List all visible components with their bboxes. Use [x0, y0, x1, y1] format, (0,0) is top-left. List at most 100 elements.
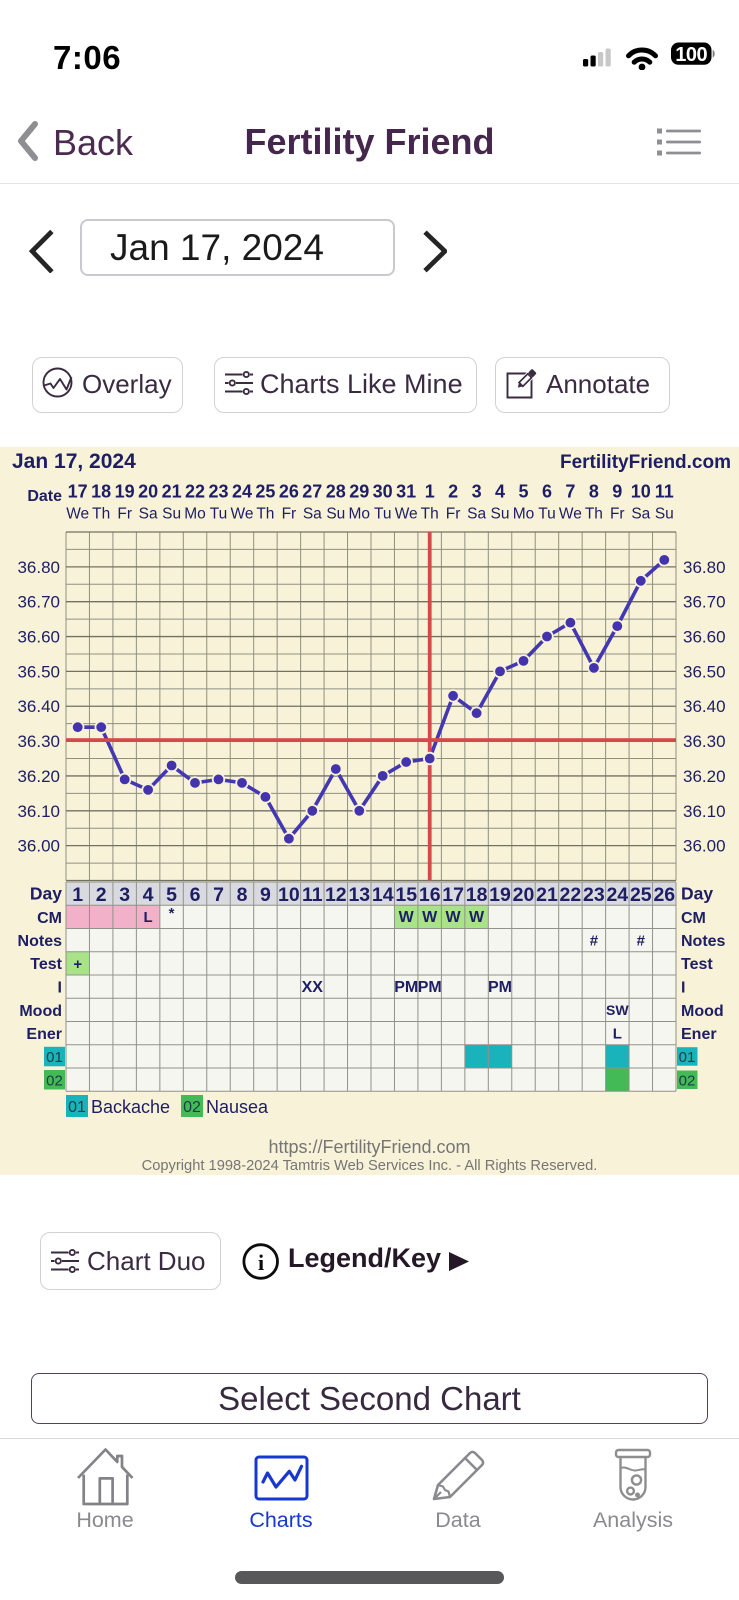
svg-text:Tu: Tu — [374, 506, 392, 523]
svg-text:W: W — [469, 909, 485, 926]
svg-text:36.00: 36.00 — [683, 837, 726, 856]
svg-text:XX: XX — [302, 979, 324, 996]
svg-text:1: 1 — [72, 884, 83, 906]
svg-text:8: 8 — [589, 482, 599, 502]
svg-text:15: 15 — [395, 884, 417, 906]
svg-text:11: 11 — [302, 884, 323, 906]
svg-text:01: 01 — [46, 1049, 63, 1066]
svg-text:Notes: Notes — [18, 933, 63, 950]
svg-text:Day: Day — [681, 884, 713, 904]
svg-text:02: 02 — [183, 1099, 201, 1116]
svg-text:W: W — [446, 909, 462, 926]
svg-text:Mo: Mo — [184, 506, 206, 523]
svg-text:PM: PM — [394, 979, 418, 996]
svg-text:01: 01 — [679, 1049, 696, 1066]
svg-text:Mo: Mo — [349, 506, 371, 523]
svg-text:24: 24 — [606, 884, 628, 906]
svg-text:1: 1 — [425, 482, 435, 502]
svg-text:Test: Test — [30, 956, 62, 973]
svg-text:FertilityFriend.com: FertilityFriend.com — [560, 452, 731, 473]
svg-text:12: 12 — [325, 884, 347, 906]
svg-text:26: 26 — [653, 884, 675, 906]
svg-text:Fr: Fr — [446, 506, 461, 523]
svg-text:9: 9 — [612, 482, 622, 502]
svg-text:22: 22 — [185, 482, 205, 502]
svg-text:Backache: Backache — [91, 1097, 170, 1117]
svg-text:36.70: 36.70 — [17, 593, 60, 612]
svg-text:28: 28 — [326, 482, 346, 502]
svg-text:21: 21 — [162, 482, 182, 502]
svg-text:CM: CM — [681, 910, 706, 927]
svg-text:5: 5 — [518, 482, 528, 502]
svg-text:17: 17 — [68, 482, 88, 502]
svg-text:36.20: 36.20 — [683, 767, 726, 786]
svg-text:I: I — [58, 980, 62, 997]
svg-text:Date: Date — [27, 488, 62, 505]
svg-text:Ener: Ener — [681, 1026, 717, 1043]
svg-text:Fr: Fr — [282, 506, 297, 523]
svg-text:We: We — [559, 506, 582, 523]
svg-text:Th: Th — [92, 506, 110, 523]
svg-text:23: 23 — [208, 482, 228, 502]
svg-text:Sa: Sa — [467, 506, 486, 523]
svg-text:36.10: 36.10 — [683, 802, 726, 821]
svg-text:PM: PM — [418, 979, 442, 996]
svg-text:36.60: 36.60 — [17, 628, 60, 647]
svg-text:Su: Su — [655, 506, 674, 523]
svg-text:W: W — [399, 909, 415, 926]
svg-text:4: 4 — [143, 884, 154, 906]
svg-text:2: 2 — [448, 482, 458, 502]
svg-text:02: 02 — [679, 1073, 696, 1090]
svg-text:36.70: 36.70 — [683, 593, 726, 612]
svg-text:31: 31 — [396, 482, 416, 502]
svg-text:Fr: Fr — [117, 506, 132, 523]
svg-text:9: 9 — [260, 884, 271, 906]
svg-text:Jan 17, 2024: Jan 17, 2024 — [12, 450, 136, 473]
svg-text:Copyright 1998-2024 Tamtris We: Copyright 1998-2024 Tamtris Web Services… — [142, 1158, 598, 1174]
svg-text:26: 26 — [279, 482, 299, 502]
svg-text:Th: Th — [585, 506, 603, 523]
svg-text:Sa: Sa — [139, 506, 158, 523]
svg-text:Ener: Ener — [26, 1026, 62, 1043]
svg-text:CM: CM — [37, 910, 62, 927]
svg-text:01: 01 — [68, 1099, 86, 1116]
svg-text:21: 21 — [536, 884, 558, 906]
svg-text:20: 20 — [513, 884, 535, 906]
svg-text:+: + — [73, 956, 82, 973]
svg-text:10: 10 — [278, 884, 300, 906]
svg-text:Su: Su — [162, 506, 181, 523]
svg-text:Th: Th — [256, 506, 274, 523]
svg-text:02: 02 — [46, 1073, 63, 1090]
svg-text:Th: Th — [421, 506, 439, 523]
svg-text:5: 5 — [166, 884, 177, 906]
svg-text:Tu: Tu — [538, 506, 556, 523]
svg-text:3: 3 — [472, 482, 482, 502]
svg-text:Sa: Sa — [631, 506, 650, 523]
svg-text:22: 22 — [560, 884, 582, 906]
svg-text:7: 7 — [213, 884, 224, 906]
svg-text:36.00: 36.00 — [17, 837, 60, 856]
svg-text:L: L — [613, 1026, 622, 1043]
svg-text:SW: SW — [606, 1002, 629, 1018]
svg-text:2: 2 — [96, 884, 107, 906]
svg-text:Notes: Notes — [681, 933, 726, 950]
svg-text:Day: Day — [30, 884, 62, 904]
svg-text:14: 14 — [372, 884, 394, 906]
svg-text:36.80: 36.80 — [683, 558, 726, 577]
svg-text:25: 25 — [630, 884, 652, 906]
svg-text:L: L — [144, 909, 153, 926]
svg-text:#: # — [590, 933, 599, 950]
svg-text:Nausea: Nausea — [206, 1097, 269, 1117]
svg-text:23: 23 — [583, 884, 605, 906]
svg-text:36.80: 36.80 — [17, 558, 60, 577]
svg-text:W: W — [422, 909, 438, 926]
svg-text:19: 19 — [115, 482, 135, 502]
svg-text:24: 24 — [232, 482, 252, 502]
svg-text:36.30: 36.30 — [17, 732, 60, 751]
svg-text:36.50: 36.50 — [17, 662, 60, 681]
svg-text:11: 11 — [655, 482, 674, 502]
svg-text:Mood: Mood — [681, 1003, 724, 1020]
svg-text:36.10: 36.10 — [17, 802, 60, 821]
svg-text:18: 18 — [91, 482, 111, 502]
svg-text:Sa: Sa — [303, 506, 322, 523]
